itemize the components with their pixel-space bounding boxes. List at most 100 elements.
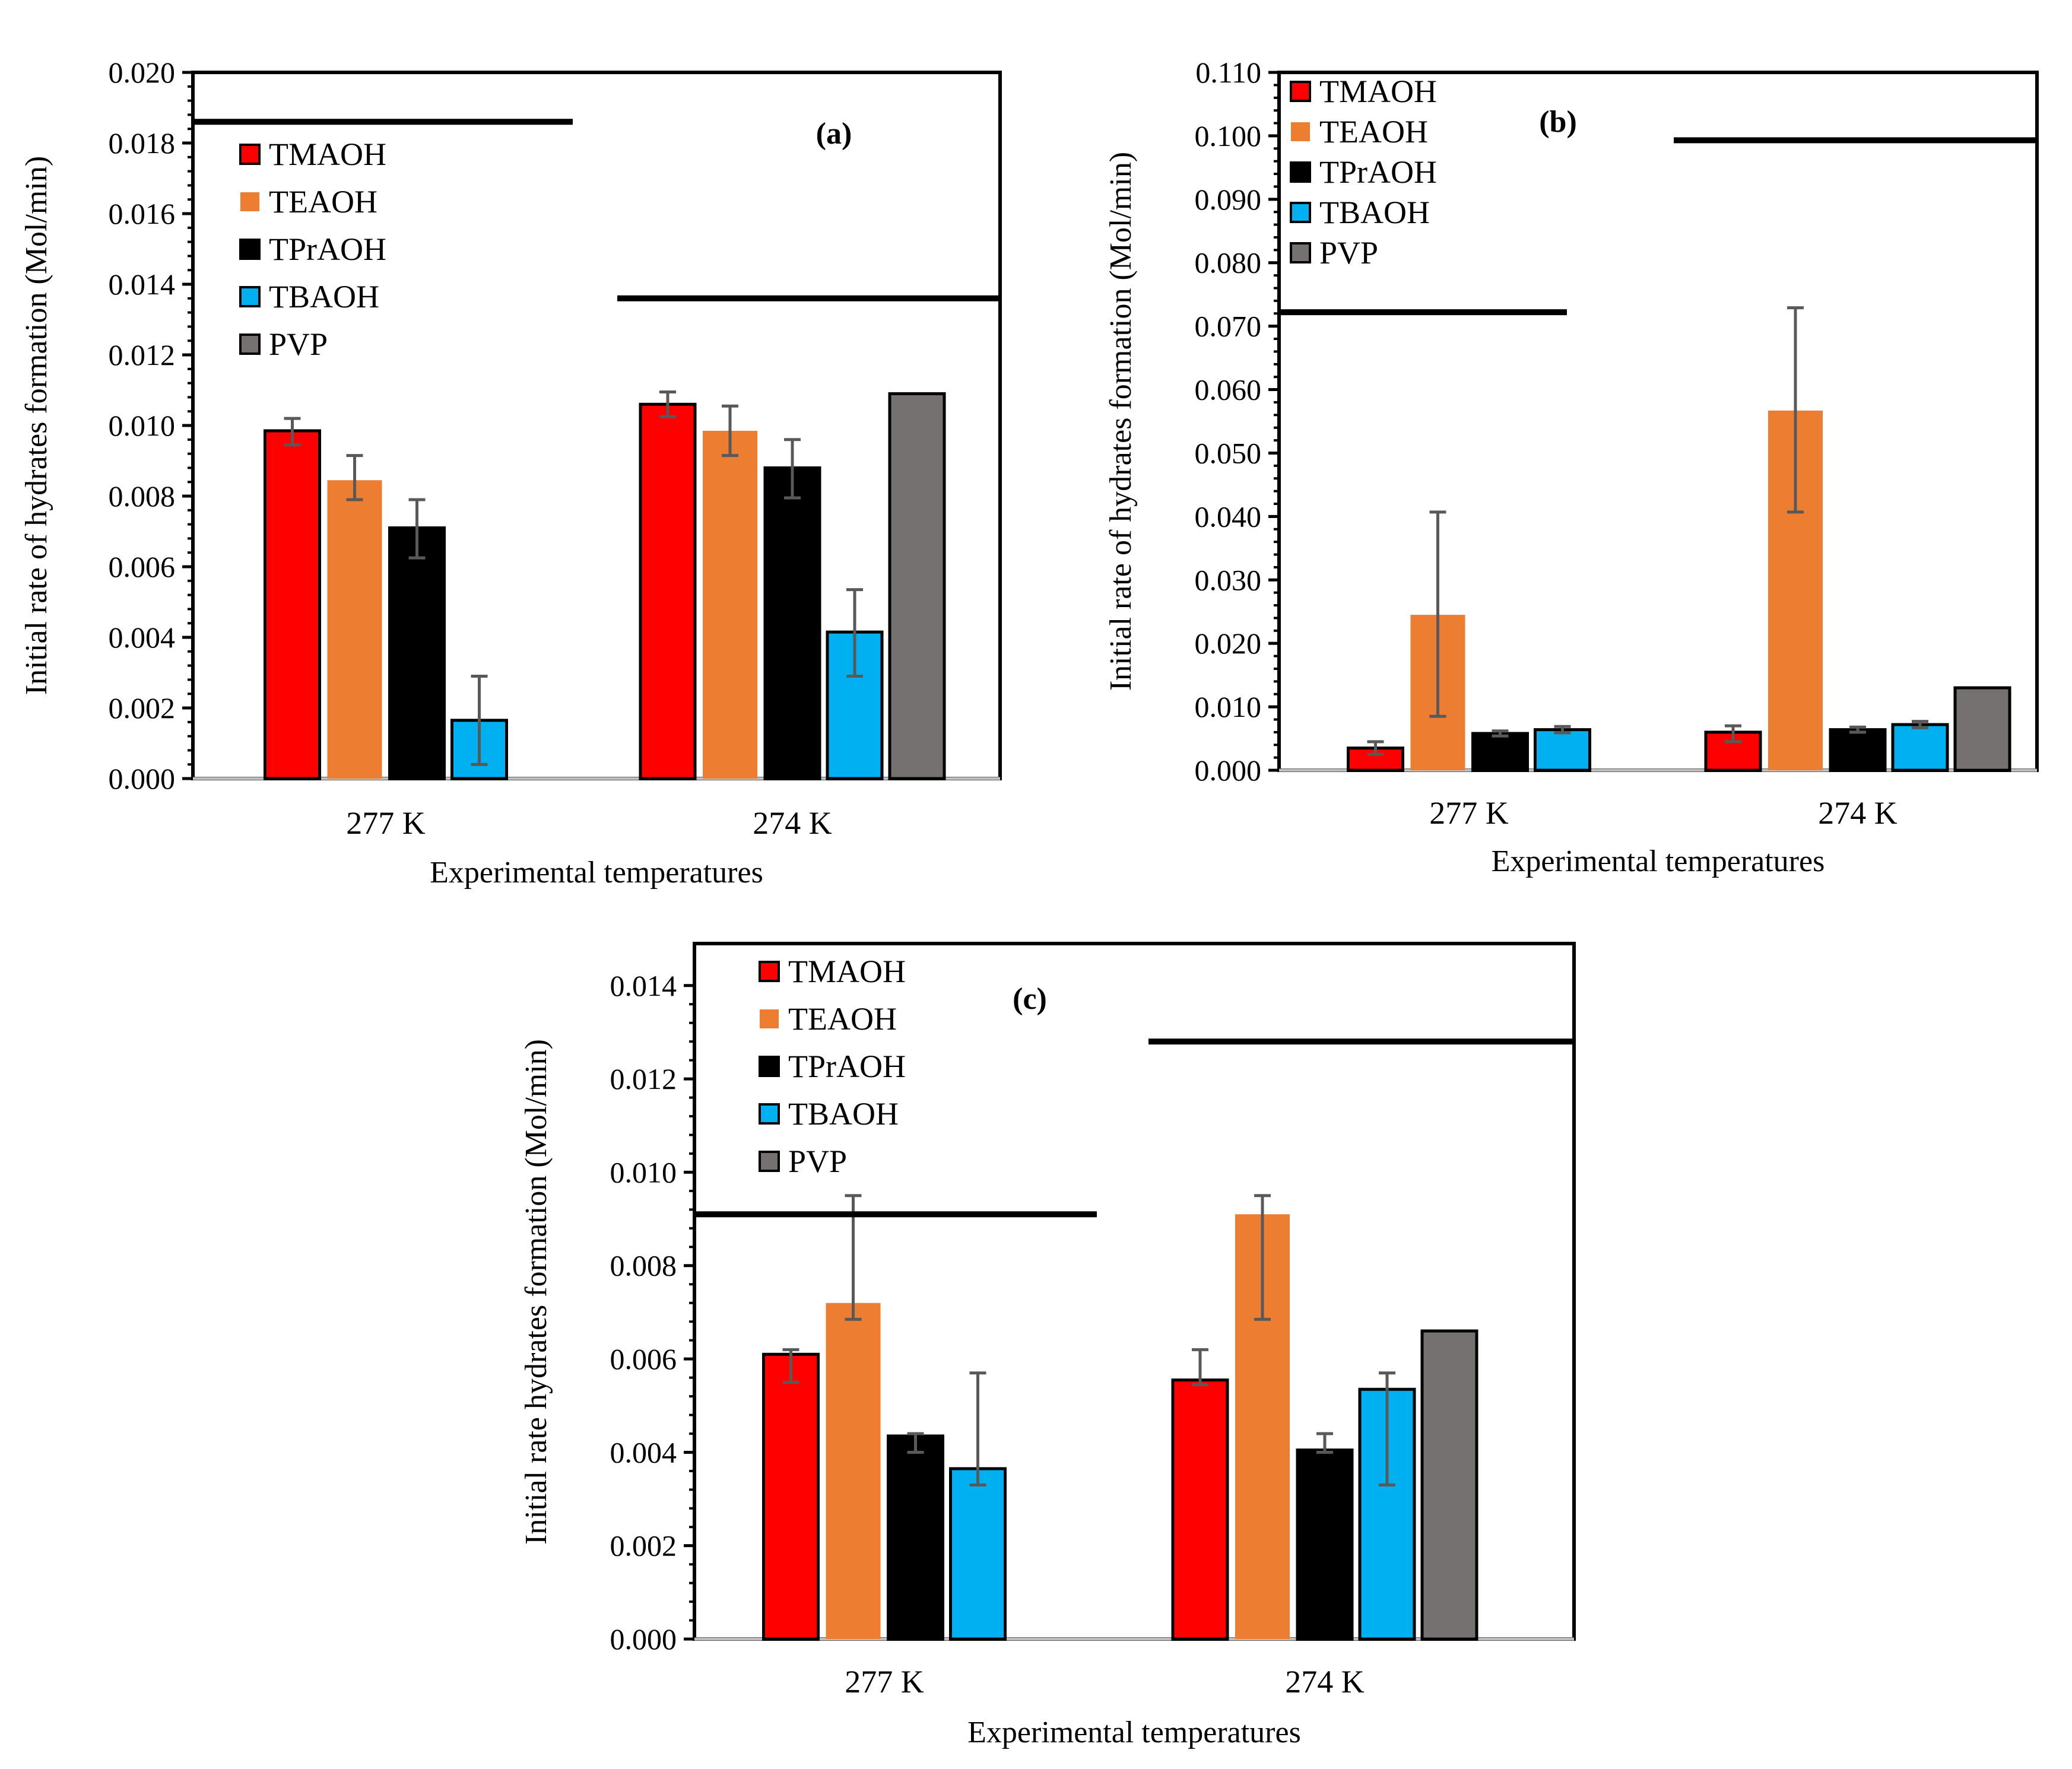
legend-swatch-tpraoh (759, 1056, 780, 1077)
y-tick-label: 0.006 (109, 550, 176, 583)
legend-label-pvp: PVP (788, 1144, 847, 1179)
bar-tmaoh (762, 1352, 820, 1641)
bar-tpraoh (388, 526, 446, 780)
x-tick-label: 274 K (753, 805, 832, 841)
legend-swatch-tbaoh (759, 1103, 780, 1125)
y-tick-label: 0.004 (109, 621, 176, 654)
legend-label-tbaoh: TBAOH (1319, 195, 1430, 230)
y-tick-label: 0.016 (109, 197, 176, 230)
y-tick-label: 0.018 (109, 126, 176, 160)
y-tick-label: 0.090 (1195, 183, 1262, 216)
y-tick-label: 0.020 (109, 56, 176, 89)
legend-swatch-tmaoh (759, 961, 780, 982)
y-tick-label: 0.040 (1195, 500, 1262, 533)
bar-tpraoh (1296, 1448, 1354, 1641)
bar-teaoh (826, 1303, 881, 1639)
legend-label-tpraoh: TPrAOH (1319, 154, 1437, 190)
legend-label-teaoh: TEAOH (269, 184, 377, 220)
y-tick-label: 0.000 (109, 762, 176, 795)
legend-label-tbaoh: TBAOH (788, 1096, 899, 1132)
y-tick-label: 0.012 (610, 1062, 677, 1095)
y-tick-label: 0.060 (1195, 373, 1262, 406)
legend-swatch-pvp (239, 334, 261, 355)
panel-a: (a) 0.000 0.002 0.004 0.006 0.008 0.010 0.012 0… (20, 56, 1002, 890)
x-tick-label: 274 K (1285, 1664, 1365, 1700)
y-tick-label: 0.006 (610, 1342, 677, 1376)
legend-swatch-tpraoh (239, 239, 261, 260)
bar-pvp (888, 392, 946, 780)
legend-swatch-tmaoh (239, 144, 261, 165)
x-tick-label: 277 K (1429, 795, 1509, 831)
y-tick-label: 0.030 (1195, 563, 1262, 596)
x-axis-label: Experimental temperatures (430, 856, 763, 890)
legend-label-teaoh: TEAOH (788, 1001, 897, 1037)
y-tick-label: 0.008 (610, 1249, 677, 1282)
panel-label: (a) (816, 117, 852, 151)
bar-tbaoh (1891, 723, 1949, 772)
y-tick-label: 0.002 (109, 691, 176, 725)
legend-label-tmaoh: TMAOH (1319, 74, 1437, 109)
y-tick-label: 0.008 (109, 479, 176, 513)
legend-label-pvp: PVP (269, 326, 328, 362)
x-tick-label: 277 K (845, 1664, 924, 1700)
bar-tbaoh (1534, 728, 1591, 772)
bar-tpraoh (1829, 728, 1887, 772)
legend-label-tpraoh: TPrAOH (788, 1049, 906, 1084)
bar-tmaoh (1171, 1378, 1229, 1641)
y-tick-label: 0.110 (1195, 56, 1261, 89)
y-tick-label: 0.010 (610, 1155, 677, 1189)
y-tick-label: 0.010 (109, 409, 176, 442)
y-tick-label: 0.004 (610, 1435, 677, 1469)
panel-label: (c) (1013, 982, 1047, 1016)
y-tick-label: 0.002 (610, 1529, 677, 1562)
legend-label-tpraoh: TPrAOH (269, 231, 386, 267)
x-axis-label: Experimental temperatures (1492, 844, 1825, 878)
y-tick-label: 0.080 (1195, 246, 1262, 280)
bar-tbaoh (949, 1467, 1007, 1641)
y-tick-label: 0.010 (1195, 690, 1262, 723)
bar-tpraoh (887, 1434, 944, 1641)
x-axis-label: Experimental temperatures (967, 1716, 1301, 1749)
legend-swatch-teaoh (760, 1009, 779, 1028)
y-axis-label: Initial rate hydrates formation (Mol/min… (519, 1039, 553, 1545)
y-tick-label: 0.020 (1195, 627, 1262, 660)
x-tick-label: 277 K (346, 805, 426, 841)
bar-tmaoh (639, 402, 697, 780)
bar-teaoh (327, 480, 382, 779)
y-tick-label: 0.014 (610, 969, 677, 1002)
legend-swatch-tpraoh (1290, 161, 1311, 183)
legend-swatch-pvp (1290, 242, 1311, 263)
bar-pvp (1420, 1329, 1478, 1641)
y-tick-label: 0.012 (109, 338, 176, 371)
legend-swatch-pvp (759, 1151, 780, 1172)
legend-label-tmaoh: TMAOH (788, 954, 906, 989)
y-tick-label: 0.000 (1195, 754, 1262, 787)
legend-label-tbaoh: TBAOH (269, 279, 379, 315)
legend-swatch-teaoh (1291, 122, 1310, 141)
legend-swatch-tbaoh (1290, 202, 1311, 223)
y-tick-label: 0.070 (1195, 310, 1262, 343)
legend-swatch-teaoh (240, 192, 259, 211)
legend-swatch-tmaoh (1290, 81, 1311, 102)
y-axis-label: Initial rate of hydrates formation (Mol/… (1104, 152, 1138, 691)
panel-b: (b) 0.000 0.010 0.020 0.030 0.040 0.050 0.060 0… (1104, 56, 2039, 878)
bar-pvp (1953, 686, 2011, 772)
legend-label-tmaoh: TMAOH (269, 136, 386, 172)
bar-tmaoh (264, 429, 321, 780)
panel-label: (b) (1539, 105, 1577, 139)
bar-tpraoh (763, 466, 821, 780)
bar-teaoh (703, 430, 757, 779)
legend-swatch-tbaoh (239, 286, 261, 307)
y-tick-label: 0.014 (109, 268, 176, 301)
y-tick-label: 0.050 (1195, 436, 1262, 469)
bar-tpraoh (1471, 732, 1529, 772)
x-tick-label: 274 K (1818, 795, 1898, 831)
panel-c: (c) 0.000 0.002 0.004 0.006 0.008 0.010 0.012 0… (519, 942, 1576, 1749)
y-tick-label: 0.100 (1195, 119, 1262, 153)
y-tick-label: 0.000 (610, 1622, 677, 1656)
legend-label-teaoh: TEAOH (1319, 114, 1428, 150)
bar-tmaoh (1347, 747, 1404, 772)
y-axis-label: Initial rate of hydrates formation (Mol/… (20, 156, 53, 695)
legend-label-pvp: PVP (1319, 235, 1378, 271)
